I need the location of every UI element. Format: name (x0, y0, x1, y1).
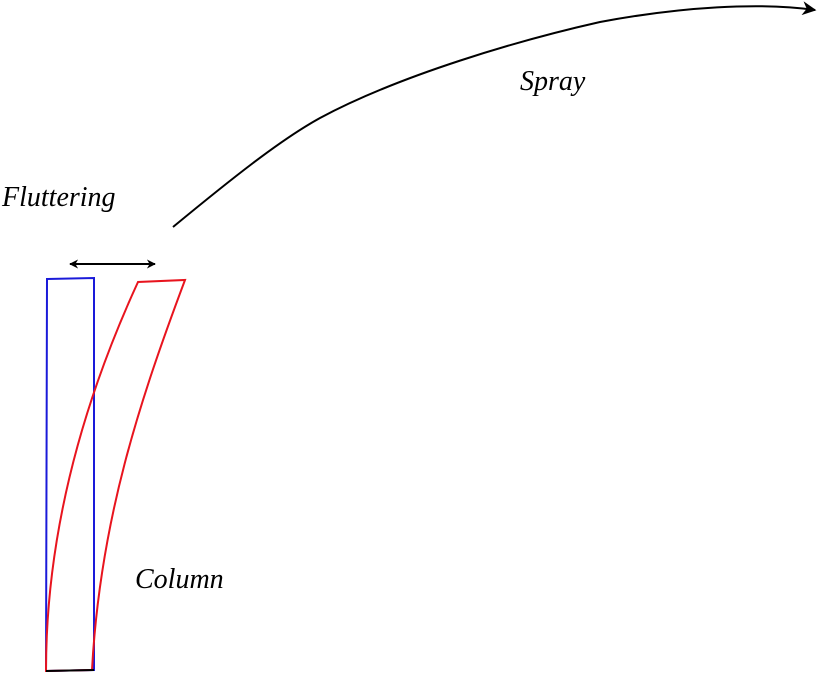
spray-trajectory-arrow (172, 1, 817, 228)
deformed-column (44, 278, 187, 673)
column-label: Column (135, 564, 224, 595)
column-base (45, 669, 95, 672)
fluttering-label: Fluttering (1, 182, 116, 213)
spray-label: Spray (520, 66, 586, 97)
